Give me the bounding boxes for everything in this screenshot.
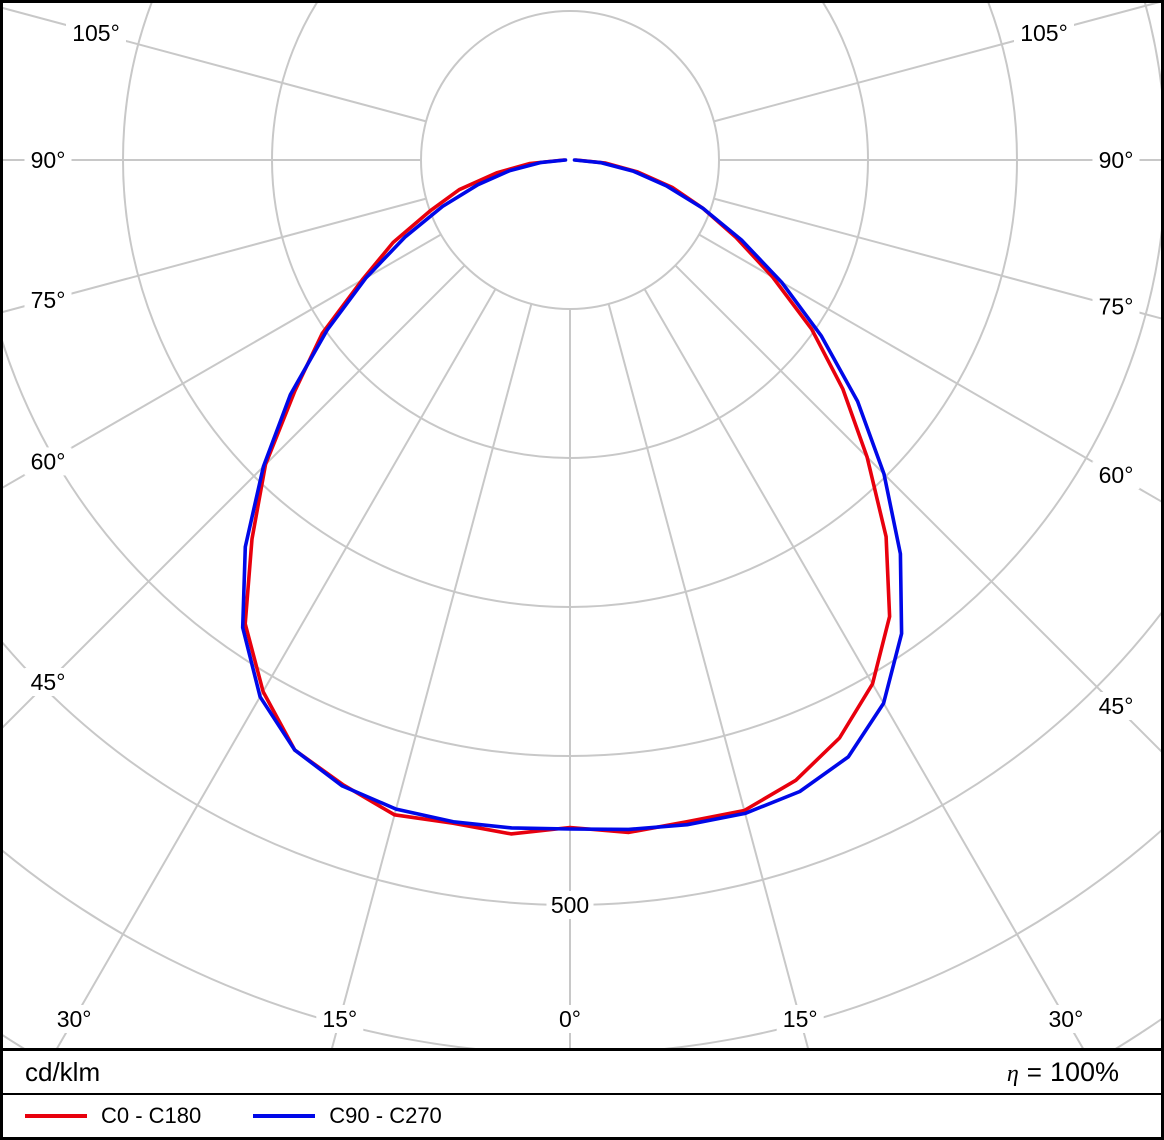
grid-radial-line bbox=[607, 303, 809, 1048]
grid-radial-line bbox=[3, 7, 427, 123]
grid-ring bbox=[420, 10, 720, 310]
info-row: cd/klm η = 100% bbox=[3, 1051, 1161, 1093]
angle-labels: 0° 15° 15° 30° 30° 45° 45° 60° 60° 75° 75° 90° 90° 10… bbox=[24, 19, 1140, 1033]
grid-ring bbox=[3, 611, 1161, 906]
angle-label-bg bbox=[316, 1005, 364, 1033]
angle-label-bg bbox=[553, 1005, 587, 1033]
angle-label-bg bbox=[1092, 292, 1140, 321]
eta-symbol: η bbox=[1006, 1060, 1019, 1087]
plot-footer-divider bbox=[3, 1048, 1161, 1051]
angle-label-bg bbox=[24, 668, 72, 696]
angle-label: 15° bbox=[322, 1006, 357, 1032]
angle-label-bg bbox=[66, 19, 126, 47]
legend-divider bbox=[3, 1093, 1161, 1095]
curve-c90-c270 bbox=[240, 158, 904, 832]
ring-label-bg bbox=[546, 891, 594, 919]
angle-label-bg bbox=[24, 447, 72, 476]
grid-ring bbox=[3, 3, 1161, 757]
grid-radial-line bbox=[643, 288, 1084, 1048]
angle-label: 75° bbox=[1099, 293, 1134, 319]
grid-radial-line bbox=[56, 288, 497, 1048]
legend-item-c90-c270: C90 - C270 bbox=[253, 1103, 442, 1129]
legend-line-red bbox=[25, 1114, 87, 1118]
angle-label: 105° bbox=[72, 20, 120, 46]
legend-label: C0 - C180 bbox=[101, 1103, 202, 1128]
angle-label: 45° bbox=[31, 669, 66, 695]
intensity-curves bbox=[240, 158, 904, 836]
legend: C0 - C180 C90 - C270 bbox=[3, 1095, 1161, 1137]
angle-label-bg bbox=[24, 285, 72, 314]
grid-radial-line bbox=[331, 303, 533, 1048]
angle-label: 60° bbox=[1099, 462, 1134, 488]
angle-label: 30° bbox=[1049, 1006, 1084, 1032]
angle-label: 60° bbox=[31, 448, 66, 474]
angle-label-bg bbox=[776, 1005, 824, 1033]
grid-radial-line bbox=[3, 197, 427, 313]
polar-chart: 0° 15° 15° 30° 30° 45° 45° 60° 60° 75° 75° 90° 90° 10… bbox=[3, 3, 1161, 1048]
grid-radial-line bbox=[3, 233, 442, 489]
polar-plot-area: 0° 15° 15° 30° 30° 45° 45° 60° 60° 75° 75° 90° 90° 10… bbox=[3, 3, 1161, 1048]
angle-label: 15° bbox=[783, 1006, 818, 1032]
grid-radial-line bbox=[698, 233, 1161, 503]
legend-line-blue bbox=[253, 1114, 316, 1118]
angle-label: 90° bbox=[31, 147, 66, 173]
eta-equals: = bbox=[1026, 1056, 1042, 1087]
grid-radial-line bbox=[713, 197, 1161, 320]
efficiency-label: η = 100% bbox=[1007, 1057, 1119, 1088]
legend-item-c0-c180: C0 - C180 bbox=[25, 1103, 201, 1129]
angle-label-bg bbox=[1042, 1005, 1090, 1033]
angle-label-bg bbox=[1014, 19, 1074, 47]
grid-radial-line bbox=[3, 264, 466, 729]
grid-radial-line bbox=[713, 3, 1160, 123]
efficiency-value: 100% bbox=[1049, 1056, 1119, 1087]
grid-radial-line bbox=[674, 264, 1161, 753]
angle-label: 90° bbox=[1099, 147, 1134, 173]
angle-label: 30° bbox=[57, 1006, 92, 1032]
angle-label-bg bbox=[1092, 692, 1140, 720]
angle-label-bg bbox=[1092, 461, 1140, 490]
angle-label: 105° bbox=[1020, 20, 1068, 46]
angle-label-bg bbox=[24, 146, 72, 174]
unit-label: cd/klm bbox=[25, 1056, 101, 1087]
ring-label: 500 bbox=[551, 892, 589, 918]
angle-label-bg bbox=[1092, 146, 1140, 174]
angle-label: 75° bbox=[31, 287, 66, 313]
angle-label: 0° bbox=[559, 1006, 581, 1032]
angle-label: 45° bbox=[1099, 693, 1134, 719]
curve-c0-c180 bbox=[243, 158, 892, 836]
angle-label-bg bbox=[50, 1005, 98, 1033]
legend-label: C90 - C270 bbox=[329, 1103, 442, 1128]
